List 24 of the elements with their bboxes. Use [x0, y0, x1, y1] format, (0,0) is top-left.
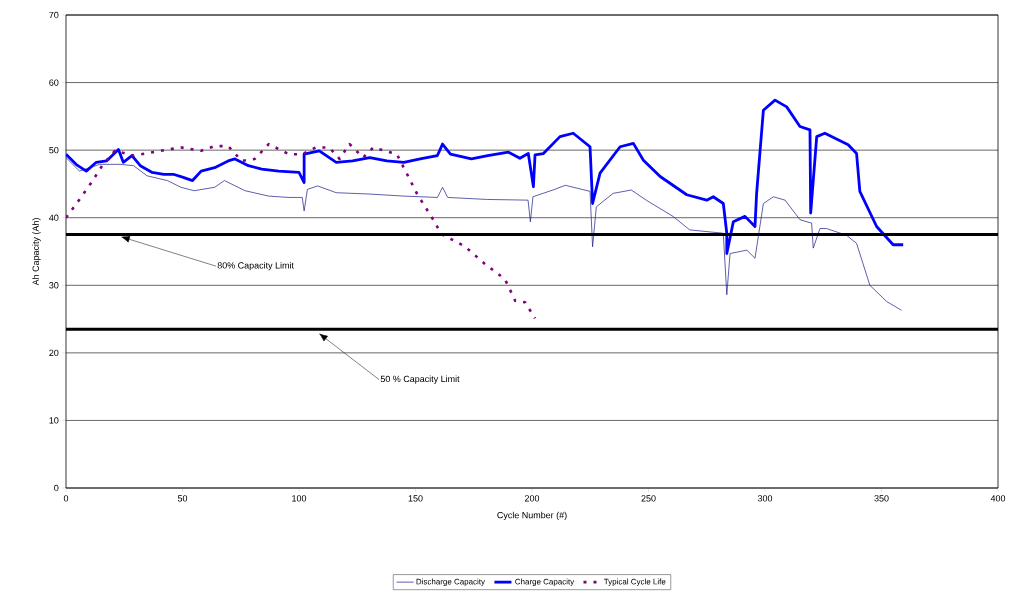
y-tick-label: 0	[54, 484, 59, 492]
x-tick-label: 150	[408, 495, 423, 502]
annotation: 50 % Capacity Limit	[380, 375, 460, 384]
x-tick-label: 0	[63, 495, 69, 502]
x-axis-title: Cycle Number (#)	[497, 511, 567, 521]
y-tick-label: 70	[49, 11, 59, 19]
y-tick-label: 40	[49, 214, 59, 221]
y-tick-label: 30	[49, 282, 59, 289]
line-series	[66, 157, 902, 311]
y-tick-label: 10	[49, 417, 59, 424]
x-tick-label: 100	[292, 495, 307, 502]
x-tick-label: 50	[177, 495, 188, 502]
line-series	[66, 142, 537, 320]
x-tick-label: 200	[524, 495, 540, 502]
x-tick-label: 300	[757, 495, 773, 502]
x-tick-label: 250	[641, 495, 656, 502]
y-axis-title: Ah Capacity (Ah)	[32, 218, 41, 286]
x-tick-label: 350	[874, 495, 889, 502]
y-tick-label: 20	[49, 349, 59, 357]
line-series	[66, 98, 905, 255]
y-tick-label: 60	[49, 79, 59, 86]
x-tick-label: 400	[990, 495, 1006, 502]
annotation: 80% Capacity Limit	[217, 261, 294, 271]
y-tick-label: 50	[49, 146, 59, 154]
